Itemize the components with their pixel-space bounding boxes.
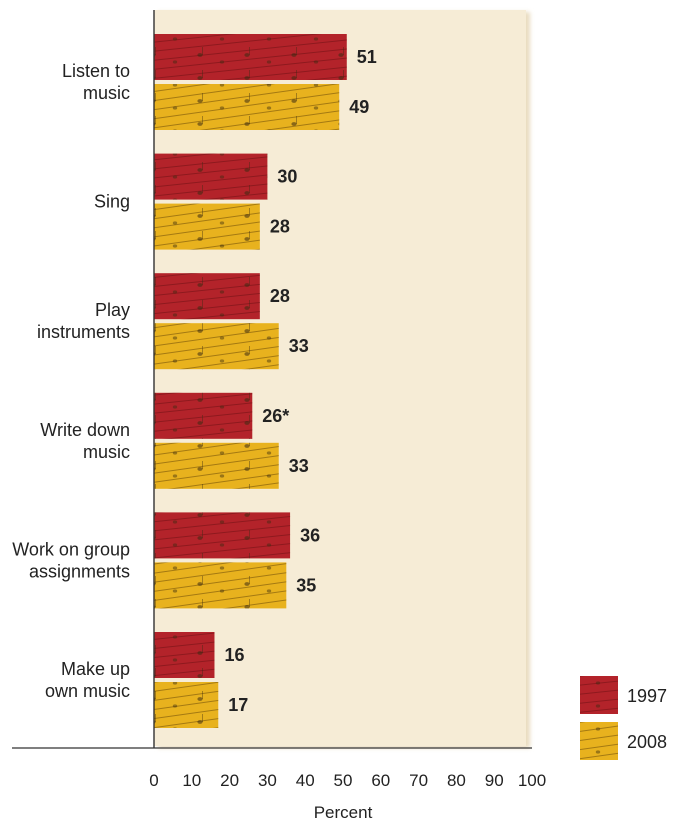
value-label-2008-4: 35 (296, 575, 316, 595)
category-label-0-line-0: Listen to (62, 61, 130, 81)
category-label-5-line-0: Make up (61, 659, 130, 679)
legend-label-1997: 1997 (627, 686, 667, 706)
x-tick-label-60: 60 (371, 771, 390, 790)
value-labels: 51 49 30 28 28 33 26* 33 36 35 16 17 (224, 47, 376, 715)
value-label-2008-5: 17 (228, 695, 248, 715)
value-label-1997-0: 51 (357, 47, 377, 67)
legend: 1997 2008 (580, 676, 667, 760)
bar-notes-1997-1 (154, 153, 268, 200)
category-label-1-line-0: Sing (94, 192, 130, 212)
x-tick-label-50: 50 (334, 771, 353, 790)
x-tick-label-70: 70 (409, 771, 428, 790)
bar-notes-1997-0 (154, 34, 347, 80)
category-label-4-line-0: Work on group (12, 539, 130, 559)
legend-label-2008: 2008 (627, 732, 667, 752)
bar-notes-2008-4 (154, 562, 287, 609)
value-label-1997-3: 26* (262, 406, 289, 426)
x-tick-label-0: 0 (149, 771, 158, 790)
bars-group (154, 34, 347, 728)
category-label-5-line-1: own music (45, 681, 130, 701)
x-tick-label-40: 40 (296, 771, 315, 790)
category-label-0-line-1: music (83, 83, 130, 103)
x-axis-ticks: 0 10 20 30 40 50 60 70 80 90 100 (149, 771, 546, 790)
category-label-3-line-0: Write down (40, 420, 130, 440)
value-label-1997-5: 16 (224, 645, 244, 665)
category-label-2-line-1: instruments (37, 322, 130, 342)
bar-notes-2008-3 (154, 442, 279, 489)
axes (12, 10, 532, 749)
legend-swatch-notes-2008 (580, 722, 618, 760)
x-tick-label-10: 10 (182, 771, 201, 790)
x-tick-label-90: 90 (485, 771, 504, 790)
bar-notes-1997-5 (154, 632, 215, 678)
bar-notes-2008-2 (154, 323, 279, 370)
x-tick-label-30: 30 (258, 771, 277, 790)
x-tick-label-100: 100 (518, 771, 546, 790)
bar-notes-2008-1 (154, 203, 260, 250)
parchment-background (154, 10, 530, 748)
value-label-1997-4: 36 (300, 525, 320, 545)
value-label-1997-1: 30 (277, 167, 297, 187)
bar-notes-2008-0 (154, 84, 340, 130)
x-axis-title: Percent (314, 803, 373, 822)
value-label-2008-1: 28 (270, 217, 290, 237)
value-label-1997-2: 28 (270, 286, 290, 306)
bar-notes-1997-2 (154, 273, 260, 320)
category-label-2-line-0: Play (95, 300, 130, 320)
bar-notes-1997-3 (154, 392, 253, 439)
value-label-2008-3: 33 (289, 456, 309, 476)
value-label-2008-0: 49 (349, 97, 369, 117)
bar-notes-1997-4 (154, 512, 291, 559)
x-tick-label-80: 80 (447, 771, 466, 790)
parchment-sheet (154, 10, 526, 746)
value-label-2008-2: 33 (289, 336, 309, 356)
legend-swatch-notes-1997 (580, 676, 618, 714)
category-label-3-line-1: music (83, 442, 130, 462)
x-tick-label-20: 20 (220, 771, 239, 790)
category-label-4-line-1: assignments (29, 561, 130, 581)
bar-notes-2008-5 (154, 682, 219, 728)
